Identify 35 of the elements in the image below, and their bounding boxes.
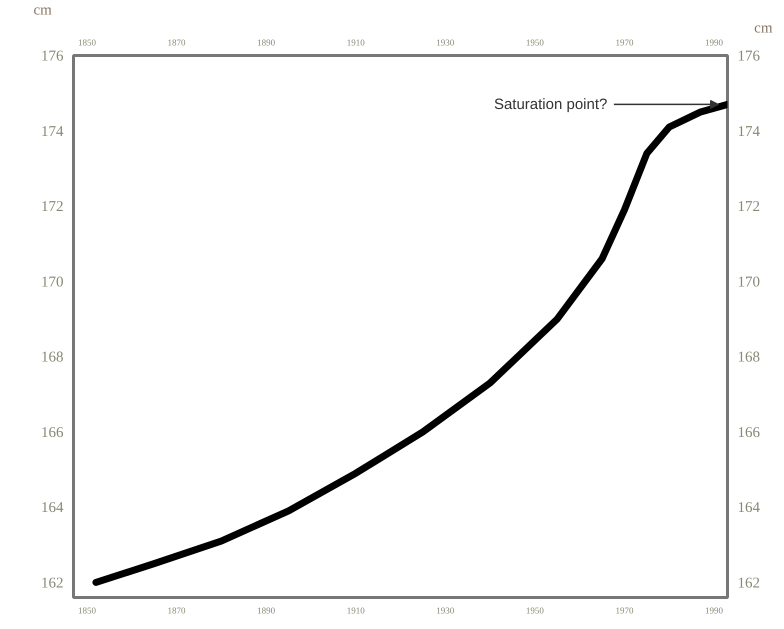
x-tick-label: 1910 [346,606,366,616]
x-tick-label: 1990 [705,606,724,616]
x2-tick-label: 1870 [168,38,186,48]
x-tick-label: 1890 [257,606,276,616]
x2-tick-label: 1890 [257,38,276,48]
y2-tick-label: 164 [738,500,760,516]
y2-axis-title: cm [754,20,773,36]
y-tick-label: 170 [41,274,64,290]
x2-tick-label: 1970 [615,38,634,48]
y2-tick-label: 172 [738,199,760,216]
x2-tick-label: 1910 [346,38,366,48]
x2-tick-label: 1950 [526,38,544,48]
y-tick-label: 164 [41,500,64,516]
x-tick-label: 1950 [526,606,544,616]
y-axis-title: cm [34,2,52,18]
x-tick-label: 1930 [436,606,455,616]
y-tick-label: 172 [41,199,64,216]
y2-tick-label: 176 [738,48,760,64]
x2-tick-label: 1990 [705,38,724,48]
y2-tick-label: 170 [738,274,760,290]
annotation: Saturation point? [494,96,608,113]
y2-tick-label: 174 [738,124,760,140]
y-tick-label: 162 [41,575,64,592]
y-tick-label: 168 [41,350,64,366]
x-tick-label: 1870 [168,606,186,616]
y-tick-label: 166 [41,424,64,441]
y2-tick-label: 168 [738,350,760,366]
x2-tick-label: 1850 [78,38,96,48]
y2-tick-label: 166 [738,424,760,441]
y2-tick-label: 162 [738,575,760,592]
x-tick-label: 1850 [78,606,96,616]
y-tick-label: 176 [41,48,64,64]
y-tick-label: 174 [41,124,64,140]
x2-tick-label: 1930 [436,38,455,48]
x-tick-label: 1970 [615,606,634,616]
